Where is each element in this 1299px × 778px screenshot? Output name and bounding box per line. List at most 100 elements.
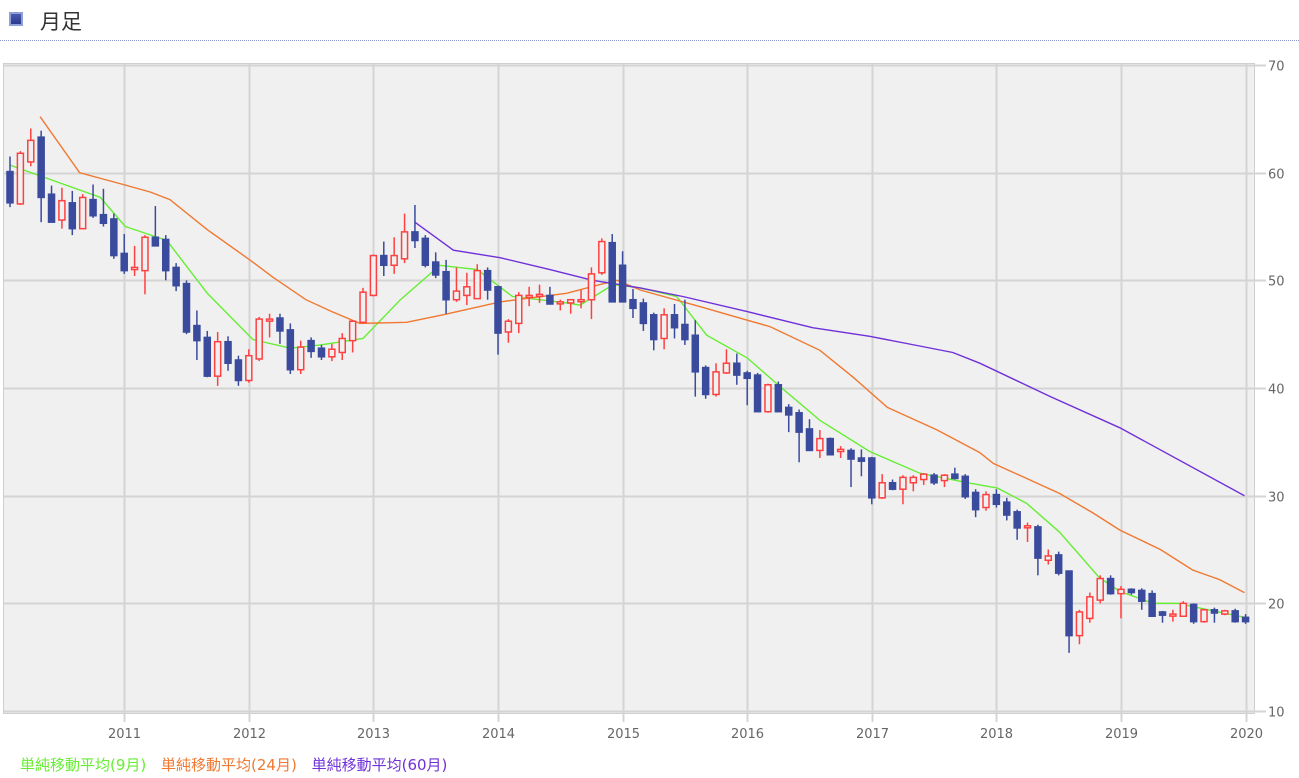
- candle-body: [1003, 501, 1011, 516]
- candle-down: [1054, 551, 1063, 576]
- candle-up: [369, 254, 378, 297]
- candle-body: [473, 269, 481, 300]
- candle-body: [286, 329, 295, 371]
- candle-down: [431, 252, 440, 279]
- candle-body: [1158, 611, 1167, 616]
- candle-body: [380, 254, 388, 267]
- candle-down: [951, 467, 959, 480]
- candle-up: [1117, 586, 1125, 619]
- candle-body: [265, 318, 274, 322]
- candle-down: [1148, 590, 1156, 618]
- candle-up: [78, 194, 87, 230]
- candle-body: [1117, 588, 1125, 595]
- candle-down: [442, 259, 450, 314]
- candle-down: [753, 372, 762, 413]
- candle-body: [681, 323, 689, 341]
- candle-up: [598, 238, 606, 275]
- x-axis-ticks: 2011 2012 2013 2014 2015 2016 2017 2018 2019 2020: [108, 727, 1263, 742]
- candle-down: [805, 419, 814, 452]
- candle-body: [494, 286, 502, 334]
- candle-body: [1148, 592, 1156, 618]
- candle-body: [556, 301, 565, 305]
- candle-body: [151, 236, 160, 247]
- x-tick-label: 2013: [357, 727, 390, 742]
- y-axis-ticks: 10 20 30 40 50 60 70: [1268, 60, 1285, 721]
- x-tick-label: 2020: [1230, 727, 1263, 742]
- candle-up: [359, 287, 367, 324]
- candle-down: [826, 437, 835, 456]
- candle-body: [463, 286, 471, 297]
- y-tick-label: 50: [1268, 275, 1285, 290]
- candle-body: [1106, 577, 1115, 595]
- candle-body: [816, 437, 824, 452]
- candle-up: [255, 316, 263, 362]
- candle-up: [577, 290, 585, 309]
- candle-body: [639, 302, 648, 325]
- candle-down: [411, 204, 419, 249]
- candle-body: [566, 298, 575, 304]
- candle-down: [1158, 610, 1167, 623]
- candle-body: [172, 266, 180, 287]
- candle-body: [909, 476, 918, 484]
- candle-body: [857, 457, 866, 462]
- candle-body: [120, 252, 128, 272]
- candle-body: [6, 170, 14, 204]
- candle-down: [47, 185, 56, 223]
- candle-body: [743, 372, 751, 380]
- candle-body: [629, 298, 637, 310]
- candle-body: [618, 264, 627, 303]
- candle-down: [203, 330, 212, 378]
- candle-down: [1127, 588, 1136, 595]
- candle-body: [1241, 616, 1250, 623]
- candle-body: [733, 362, 741, 376]
- candle-body: [431, 261, 440, 276]
- candle-down: [992, 489, 1001, 508]
- candle-down: [120, 234, 128, 274]
- candle-body: [982, 493, 990, 509]
- candle-body: [296, 346, 305, 371]
- candle-body: [47, 193, 56, 223]
- candle-up: [296, 340, 305, 375]
- candle-up: [878, 474, 886, 499]
- x-tick-label: 2011: [108, 727, 141, 742]
- x-tick-label: 2014: [482, 727, 515, 742]
- candle-down: [888, 479, 897, 491]
- candle-down: [99, 188, 108, 227]
- candle-down: [546, 286, 554, 305]
- candle-body: [182, 282, 191, 333]
- candle-body: [255, 318, 263, 360]
- candle-down: [234, 355, 243, 386]
- legend-ma60: 単純移動平均(60月): [311, 756, 448, 774]
- candle-down: [774, 381, 783, 413]
- candle-body: [141, 236, 149, 272]
- candle-down: [629, 288, 637, 319]
- candle-down: [608, 234, 616, 303]
- candle-down: [1241, 614, 1250, 624]
- x-tick-label: 2016: [731, 727, 764, 742]
- candle-body: [58, 199, 66, 221]
- candle-down: [1003, 497, 1011, 521]
- candle-down: [1106, 575, 1115, 595]
- candle-body: [535, 293, 544, 298]
- candle-up: [213, 332, 222, 386]
- candle-body: [868, 457, 876, 499]
- candle-down: [151, 206, 160, 247]
- candle-up: [1179, 601, 1188, 618]
- candle-down: [224, 336, 232, 371]
- candle-body: [701, 366, 710, 396]
- candle-body: [992, 493, 1001, 506]
- ma-line-ma24: [39, 116, 1245, 594]
- candle-down: [971, 489, 980, 518]
- candle-down: [649, 312, 658, 351]
- candle-body: [961, 475, 969, 498]
- candle-body: [390, 254, 398, 267]
- candle-down: [681, 299, 689, 345]
- candle-down: [421, 235, 430, 268]
- candle-body: [78, 196, 87, 230]
- candle-body: [338, 337, 347, 354]
- candle-up: [1086, 592, 1094, 623]
- candle-up: [27, 128, 35, 167]
- candle-down: [743, 370, 751, 406]
- legend-ma9: 単純移動平均(9月): [20, 756, 147, 774]
